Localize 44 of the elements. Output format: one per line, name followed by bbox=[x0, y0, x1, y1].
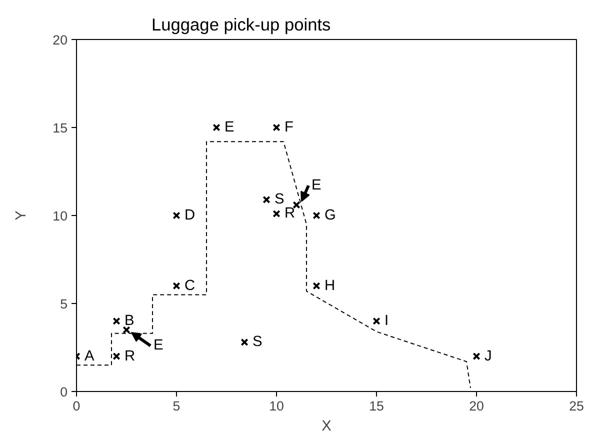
data-label: H bbox=[324, 278, 336, 294]
y-tick-label: 5 bbox=[60, 296, 68, 312]
y-tick-label: 10 bbox=[52, 208, 68, 224]
x-tick-label: 10 bbox=[269, 398, 284, 414]
x-axis-title: X bbox=[322, 418, 332, 434]
point bbox=[312, 282, 320, 290]
data-label: S bbox=[252, 334, 262, 350]
point bbox=[292, 201, 300, 209]
data-label: C bbox=[184, 278, 196, 294]
data-label: D bbox=[184, 208, 196, 224]
data-label: A bbox=[84, 348, 94, 364]
x-tick-label: 15 bbox=[369, 398, 384, 414]
point bbox=[212, 124, 220, 132]
data-label: B bbox=[124, 313, 134, 330]
point bbox=[112, 352, 120, 360]
point bbox=[112, 317, 120, 325]
point bbox=[172, 212, 180, 220]
data-label: R bbox=[124, 348, 136, 364]
data-label: R bbox=[284, 206, 296, 222]
data-label: S bbox=[274, 192, 284, 208]
y-axis-title: Y bbox=[14, 210, 30, 220]
point bbox=[262, 196, 270, 204]
point bbox=[472, 352, 480, 360]
chart-title: Luggage pick-up points bbox=[152, 14, 332, 34]
point bbox=[272, 210, 280, 218]
point bbox=[240, 338, 248, 346]
y-tick-label: 0 bbox=[60, 384, 68, 400]
x-tick-label: 20 bbox=[469, 398, 484, 414]
x-tick-label: 25 bbox=[569, 398, 584, 414]
data-label: J bbox=[484, 348, 492, 364]
x-tick-label: 0 bbox=[72, 398, 80, 414]
point bbox=[272, 124, 280, 132]
y-tick-label: 20 bbox=[52, 32, 68, 48]
data-label: F bbox=[284, 120, 294, 136]
point bbox=[312, 212, 320, 220]
point bbox=[172, 282, 180, 290]
data-label: G bbox=[324, 208, 336, 224]
data-label: I bbox=[384, 313, 389, 330]
y-tick-label: 15 bbox=[52, 120, 68, 136]
annotation: E bbox=[154, 338, 164, 354]
x-tick-label: 5 bbox=[172, 398, 180, 414]
data-label: E bbox=[224, 120, 234, 136]
annotation: E bbox=[312, 178, 322, 194]
point bbox=[372, 317, 380, 325]
